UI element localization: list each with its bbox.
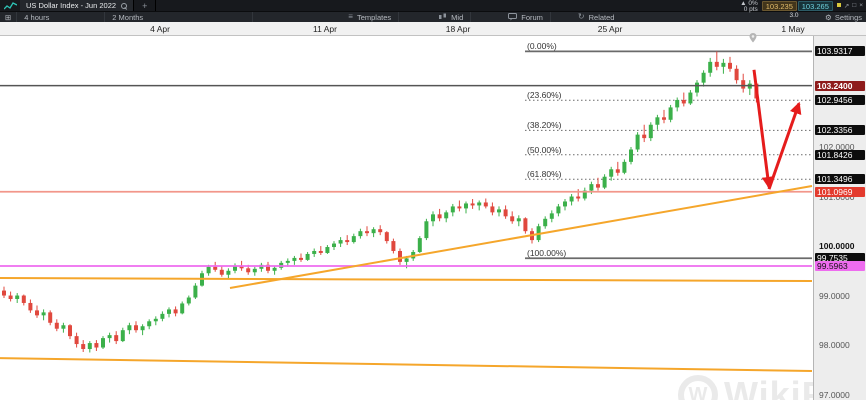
- fib-price-box: 102.3356: [815, 125, 865, 136]
- price-axis[interactable]: 102.0000101.0000100.000099.000098.000097…: [813, 36, 866, 400]
- timeframe-dropdown[interactable]: 4 hours: [17, 12, 106, 22]
- fib-level-label: (100.00%): [527, 248, 567, 259]
- wikifx-logo-icon: W: [678, 375, 718, 400]
- date-tick-label: 4 Apr: [150, 24, 170, 34]
- alert-price-box: 101.0969: [815, 186, 865, 197]
- popout-icon[interactable]: ↗: [843, 3, 850, 10]
- price-tick-label: 99.0000: [819, 290, 850, 301]
- toolbar-row-2: ⊞ 4 hours 2 Months ≡ Templates Mid: [0, 11, 866, 22]
- gear-icon: ⚙: [825, 13, 832, 22]
- settings-button[interactable]: ⚙ Settings: [825, 13, 862, 22]
- candlestick-icon: [439, 13, 447, 19]
- fib-price-box: 103.9317: [815, 46, 865, 57]
- fib-price-box: 102.9456: [815, 95, 865, 106]
- fib-level-label: (50.00%): [527, 144, 562, 155]
- fib-price-box: 101.8426: [815, 149, 865, 160]
- chart-plot-area[interactable]: W WikiFX 102.0000101.0000100.000099.0000…: [0, 33, 866, 400]
- related-button[interactable]: ↻ Related: [577, 12, 615, 22]
- close-icon[interactable]: ×: [859, 2, 863, 9]
- date-axis[interactable]: 4 Apr 11 Apr 18 Apr 25 Apr 1 May: [0, 22, 866, 36]
- grid-icon: ⊞: [5, 12, 12, 22]
- date-tick-label: 1 May: [781, 24, 805, 34]
- fib-level-label: (38.20%): [527, 120, 562, 131]
- templates-button[interactable]: ≡ Templates: [341, 12, 400, 22]
- forum-button[interactable]: Forum: [501, 12, 551, 22]
- line-price-box: 99.5963: [815, 261, 865, 272]
- current-price-box: 103.2400: [815, 80, 865, 91]
- date-tick-label: 18 Apr: [445, 24, 471, 34]
- date-tick-label: 11 Apr: [313, 24, 337, 34]
- buy-price-button[interactable]: 103.265: [797, 1, 833, 11]
- price-tick-label: 102.0000: [819, 142, 855, 153]
- fib-level-label: (23.60%): [527, 90, 562, 101]
- related-icon: ↻: [577, 12, 585, 21]
- status-dot-icon: [836, 3, 841, 7]
- window-controls: ↗ □ ×: [833, 0, 866, 22]
- fib-level-label: (0.00%): [527, 41, 557, 52]
- price-tick-label: 98.0000: [819, 340, 850, 351]
- instrument-title: US Dollar Index - Jun 2022: [26, 1, 117, 10]
- templates-icon: ≡: [348, 12, 353, 21]
- price-tick-label: 97.0000: [819, 389, 850, 400]
- restore-icon[interactable]: □: [852, 2, 857, 9]
- fib-level-label: (61.80%): [527, 169, 562, 180]
- fib-price-box: 99.7535: [815, 253, 865, 264]
- quote-panel: ▲ 0% 0 pts 103.235 103.265 ↗ □ ×: [740, 0, 866, 22]
- toolbar: US Dollar Index - Jun 2022 + ⊞ 4 hours 2…: [0, 0, 866, 22]
- speech-bubble-icon: [508, 13, 518, 21]
- spread-value: 3.0: [789, 12, 799, 19]
- range-dropdown[interactable]: 2 Months: [105, 12, 254, 22]
- instrument-tab[interactable]: US Dollar Index - Jun 2022: [20, 0, 135, 11]
- date-tick-label: 25 Apr: [597, 24, 623, 34]
- toolbar-row-1: US Dollar Index - Jun 2022 +: [0, 0, 866, 11]
- mid-price-button[interactable]: Mid: [431, 12, 472, 22]
- new-tab-button[interactable]: +: [134, 0, 157, 11]
- chart-line-icon: [4, 1, 17, 9]
- candlestick-chart[interactable]: [0, 36, 813, 400]
- change-readout: ▲ 0% 0 pts: [740, 0, 758, 13]
- fib-price-box: 101.3496: [815, 174, 865, 185]
- sell-price-button[interactable]: 103.235: [761, 1, 797, 11]
- marker-pin-icon[interactable]: [749, 33, 757, 43]
- price-tick-label: 100.0000: [819, 241, 855, 252]
- search-icon[interactable]: [121, 2, 128, 9]
- layout-grid-button[interactable]: ⊞: [0, 12, 18, 22]
